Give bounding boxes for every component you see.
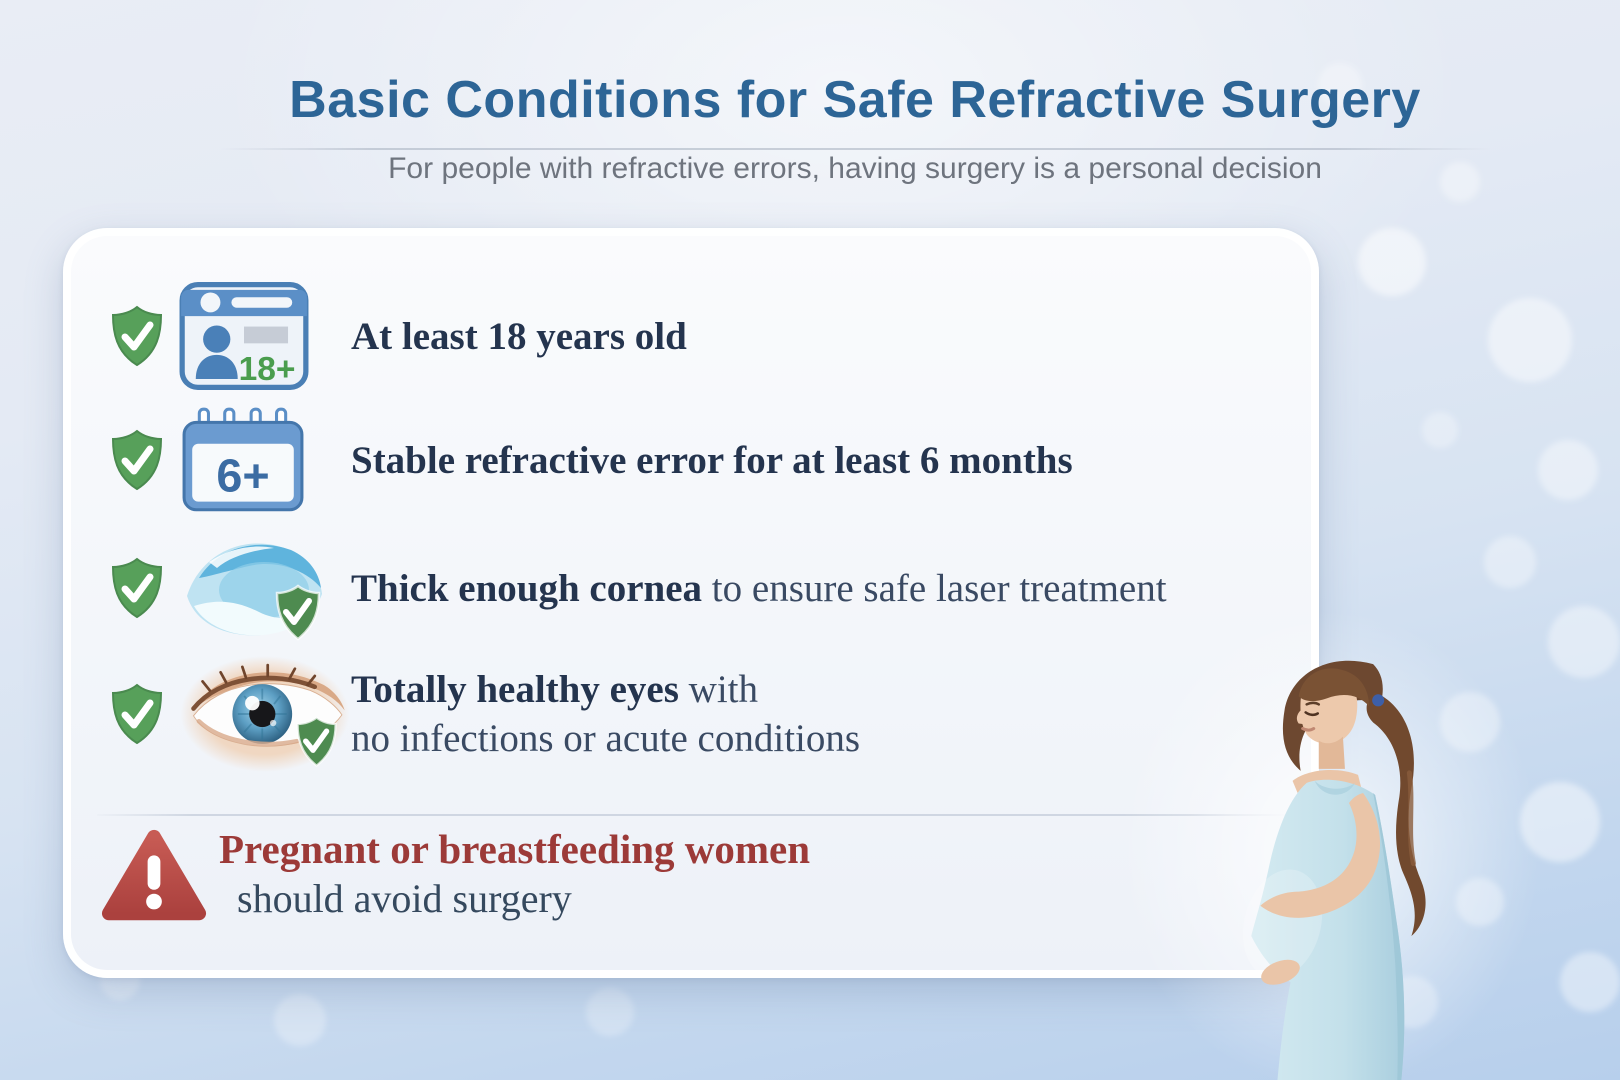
cornea-shield-icon bbox=[187, 543, 322, 641]
badge-6plus: 6+ bbox=[216, 449, 269, 501]
checklist-item-text: Totally healthy eyes with no infections … bbox=[351, 665, 860, 763]
card-divider bbox=[97, 814, 1285, 816]
checklist-item-healthy-eyes: Totally healthy eyes with no infections … bbox=[109, 644, 860, 784]
warning-line2: should avoid surgery bbox=[237, 876, 572, 921]
calendar-6plus-icon: 6+ bbox=[182, 407, 304, 512]
icon-slot: 6+ bbox=[179, 406, 351, 514]
check-shield-icon bbox=[111, 683, 163, 745]
item-text-line1: Totally healthy eyes with bbox=[351, 665, 860, 714]
warning-section: Pregnant or breastfeeding women should a… bbox=[99, 826, 810, 928]
warning-triangle-icon bbox=[101, 829, 207, 921]
check-shield-icon bbox=[111, 429, 163, 491]
id-card-18plus-icon: 18+ bbox=[179, 282, 309, 390]
item-text-bold: At least 18 years old bbox=[351, 314, 687, 358]
warning-text: Pregnant or breastfeeding women should a… bbox=[219, 824, 810, 924]
item-text-bold: Stable refractive error for at least 6 m… bbox=[351, 438, 1073, 482]
checklist-item-age: 18+ At least 18 years old bbox=[109, 278, 687, 394]
warning-line1: Pregnant or breastfeeding women bbox=[219, 826, 811, 872]
page-subtitle: For people with refractive errors, havin… bbox=[388, 152, 1322, 185]
title-divider bbox=[220, 148, 1490, 150]
hair-tie bbox=[1372, 694, 1385, 707]
checklist-item-cornea: Thick enough cornea to ensure safe laser… bbox=[109, 524, 1167, 652]
icon-slot bbox=[179, 651, 351, 777]
check-shield-icon bbox=[111, 557, 163, 619]
pregnant-woman-illustration bbox=[1242, 660, 1426, 1080]
checklist-item-stability: 6+ Stable refractive error for at least … bbox=[109, 402, 1073, 518]
check-shield-icon bbox=[111, 305, 163, 367]
checklist-item-text: Thick enough cornea to ensure safe laser… bbox=[351, 564, 1167, 613]
item-text-bold: Thick enough cornea bbox=[351, 566, 703, 610]
page-title: Basic Conditions for Safe Refractive Sur… bbox=[289, 71, 1421, 129]
healthy-eye-shield-icon bbox=[180, 656, 350, 772]
badge-18plus: 18+ bbox=[239, 351, 296, 388]
checklist-item-text: Stable refractive error for at least 6 m… bbox=[351, 436, 1073, 485]
item-text-line2: no infections or acute conditions bbox=[351, 717, 861, 760]
item-text-rest: with bbox=[678, 668, 758, 711]
checklist-item-text: At least 18 years old bbox=[351, 312, 687, 361]
icon-slot: 18+ bbox=[179, 281, 351, 391]
item-text-rest: to ensure safe laser treatment bbox=[702, 566, 1167, 610]
icon-slot bbox=[179, 528, 351, 648]
item-text-bold: Totally healthy eyes bbox=[351, 668, 679, 711]
conditions-card: 18+ At least 18 years old 6+ bbox=[63, 228, 1319, 978]
